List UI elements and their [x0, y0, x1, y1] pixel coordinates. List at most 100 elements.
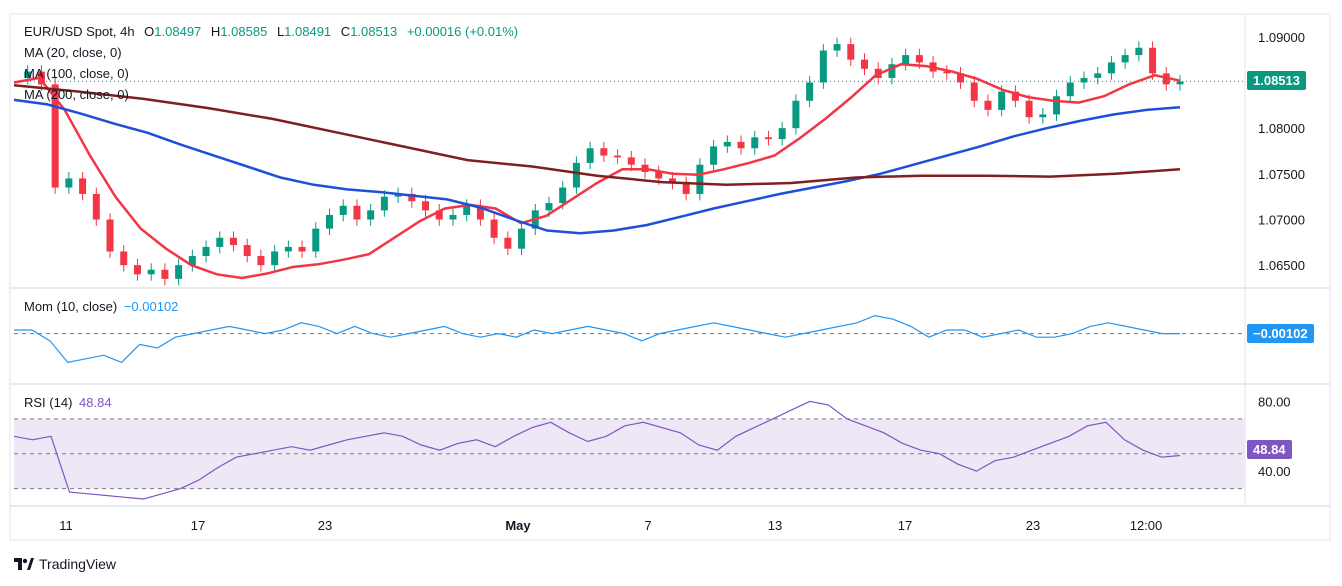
- symbol-label[interactable]: EUR/USD Spot, 4h: [24, 24, 135, 39]
- candle-body: [696, 164, 704, 194]
- rsi-series: [13, 400, 1181, 500]
- candle-body: [847, 44, 855, 60]
- time-tick-label: 17: [191, 518, 205, 533]
- candle-body: [1011, 91, 1019, 101]
- candle-body: [161, 269, 169, 279]
- candle-body: [614, 155, 622, 158]
- candle-body: [806, 82, 814, 101]
- price-axis[interactable]: 1.090001.085001.080001.075001.070001.065…: [1258, 30, 1305, 479]
- candle-body: [902, 55, 910, 65]
- time-tick-label: 13: [768, 518, 782, 533]
- candle-body: [915, 55, 923, 63]
- candle-body: [943, 71, 951, 74]
- candle-body: [367, 210, 375, 220]
- candle-body: [326, 214, 334, 229]
- rsi-value-tag: 48.84: [1247, 440, 1292, 459]
- candle-body: [1039, 114, 1047, 118]
- candle-body: [106, 219, 114, 252]
- time-axis[interactable]: 11 17 23 May 7 13 17 23 12:00: [59, 518, 1162, 533]
- candle-body: [1066, 82, 1074, 97]
- time-tick-label: 23: [318, 518, 332, 533]
- price-tick-label: 1.07500: [1258, 167, 1305, 182]
- price-tick-label: 1.07000: [1258, 213, 1305, 228]
- time-tick-label: 17: [898, 518, 912, 533]
- candle-body: [243, 245, 251, 257]
- tradingview-logo[interactable]: TradingView: [14, 556, 116, 572]
- candle-body: [312, 228, 320, 252]
- candle-body: [24, 71, 32, 78]
- candle-body: [737, 141, 745, 149]
- candle-body: [353, 205, 361, 220]
- rsi-label: RSI (14): [24, 395, 73, 410]
- candle-body: [833, 44, 841, 51]
- last-price-tag: 1.08513: [1247, 71, 1306, 90]
- ma20-legend[interactable]: MA (20, close, 0): [24, 45, 122, 60]
- brand-name: TradingView: [39, 556, 117, 572]
- mom-value-tag: −0.00102: [1247, 324, 1314, 343]
- time-tick-label: May: [505, 518, 531, 533]
- time-tick-label: 7: [644, 518, 651, 533]
- candle-body: [586, 148, 594, 163]
- candle-body: [572, 162, 580, 188]
- candle-body: [764, 137, 772, 140]
- open-label: O: [144, 24, 155, 39]
- candle-body: [463, 205, 471, 215]
- ma100-label: MA (100, close, 0): [24, 66, 129, 81]
- rsi-legend[interactable]: RSI (14) 48.84: [24, 395, 112, 410]
- candle-body: [710, 146, 718, 165]
- candle-body: [175, 265, 183, 279]
- candle-body: [408, 193, 416, 202]
- candle-body: [518, 228, 526, 249]
- mom-label: Mom (10, close): [24, 299, 118, 314]
- candle-body: [202, 246, 210, 257]
- rsi-tick-label: 80.00: [1258, 394, 1291, 409]
- candle-body: [682, 182, 690, 194]
- mom-value: −0.00102: [123, 299, 179, 314]
- candle-body: [133, 265, 141, 275]
- high-label: H: [210, 24, 221, 39]
- candle-body: [284, 246, 292, 252]
- candle-body: [723, 141, 731, 147]
- candle-body: [339, 205, 347, 215]
- candle-body: [435, 210, 443, 220]
- candle-body: [984, 100, 992, 110]
- ma200-line: [13, 83, 1181, 187]
- ma100-legend[interactable]: MA (100, close, 0): [24, 66, 129, 81]
- candle-body: [229, 237, 237, 246]
- ma200-legend[interactable]: MA (200, close, 0): [24, 87, 129, 102]
- candle-body: [957, 73, 965, 83]
- open-value: 1.08497: [154, 24, 202, 39]
- candle-body: [778, 128, 786, 140]
- candle-body: [888, 64, 896, 78]
- candle-body: [188, 256, 196, 266]
- candle-body: [449, 214, 457, 220]
- candle-body: [92, 193, 100, 220]
- candle-body: [79, 178, 87, 194]
- rsi-band: [14, 418, 1245, 490]
- ma200-label: MA (200, close, 0): [24, 87, 129, 102]
- ohlc-legend: EUR/USD Spot, 4h O1.08497 H1.08585 L1.08…: [24, 24, 518, 39]
- candle-body: [1135, 47, 1143, 56]
- candle-body: [422, 201, 430, 211]
- candle-body: [545, 203, 553, 211]
- ma100-line: [13, 98, 1181, 235]
- candle-body: [970, 82, 978, 101]
- candle-body: [37, 71, 45, 85]
- chart-border: [9, 13, 1331, 541]
- candle-body: [476, 205, 484, 220]
- candle-body: [1107, 62, 1115, 74]
- candle-body: [600, 148, 608, 156]
- candle-body: [655, 172, 663, 179]
- candle-body: [668, 178, 676, 183]
- price-tick-label: 1.06500: [1258, 258, 1305, 273]
- low-value: 1.08491: [284, 24, 332, 39]
- candle-body: [1149, 47, 1157, 74]
- candle-body: [1053, 96, 1061, 115]
- candle-body: [271, 251, 279, 266]
- mom-legend[interactable]: Mom (10, close) −0.00102: [24, 299, 178, 314]
- ma20-label: MA (20, close, 0): [24, 45, 122, 60]
- high-value: 1.08585: [220, 24, 268, 39]
- candle-body: [257, 256, 265, 266]
- candle-body: [1094, 73, 1102, 78]
- candle-body: [792, 100, 800, 129]
